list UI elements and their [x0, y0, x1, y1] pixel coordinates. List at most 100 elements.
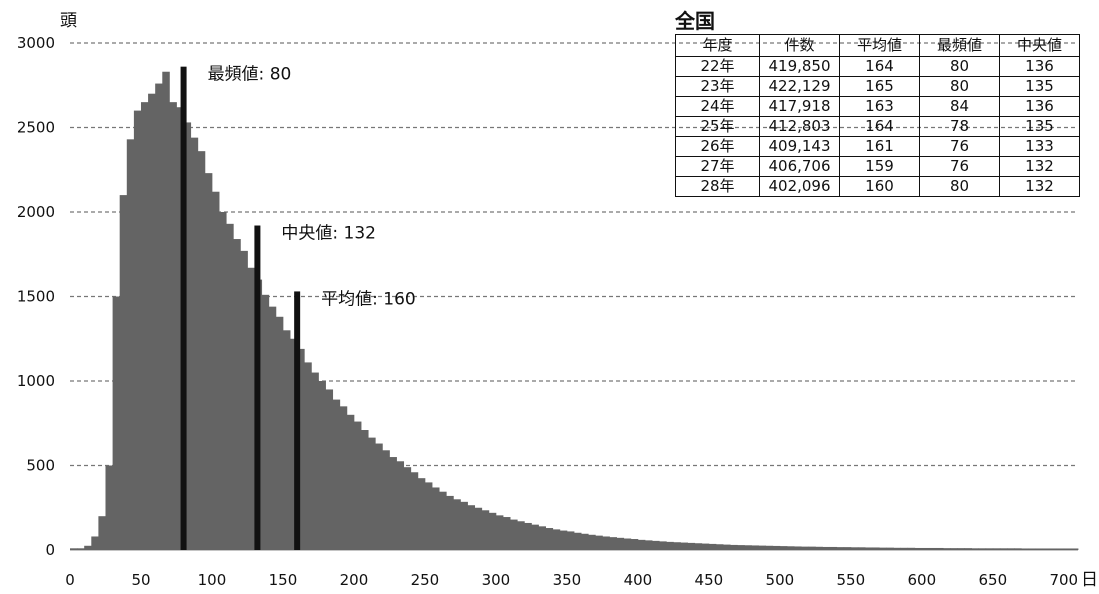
- histogram-bar: [950, 548, 958, 550]
- histogram-bar: [1070, 548, 1079, 550]
- histogram-bar: [545, 528, 554, 550]
- histogram-bar: [84, 545, 92, 550]
- histogram-bar: [396, 461, 405, 550]
- cell-year: 25年: [675, 116, 760, 137]
- cell-count: 409,143: [759, 136, 840, 157]
- histogram-bar: [197, 151, 206, 550]
- histogram-bar: [921, 547, 930, 550]
- histogram-bar: [1021, 548, 1029, 550]
- histogram-bar: [730, 544, 738, 550]
- histogram-bar: [957, 548, 965, 550]
- x-tick-label: 300: [482, 571, 511, 589]
- histogram-bar: [786, 546, 795, 550]
- histogram-bar: [616, 537, 625, 550]
- histogram-bar: [701, 543, 710, 550]
- histogram-bar: [872, 547, 880, 550]
- histogram-bar: [1049, 548, 1058, 550]
- x-tick-label: 600: [908, 571, 937, 589]
- y-tick-label: 500: [26, 457, 55, 475]
- histogram-bar: [531, 524, 539, 550]
- header-mode: 最頻値: [919, 34, 1000, 57]
- cell-mode: 80: [919, 56, 1000, 77]
- histogram-bar: [169, 102, 177, 551]
- histogram-bar: [460, 501, 468, 550]
- x-tick-label: 200: [340, 571, 369, 589]
- summary-table: 年度 件数 平均値 最頻値 中央値 22年 419,850 164 80 136…: [675, 34, 1080, 197]
- cell-mode: 80: [919, 176, 1000, 197]
- histogram-bars: [70, 71, 1079, 551]
- x-tick-label: 650: [978, 571, 1007, 589]
- cell-count: 422,129: [759, 76, 840, 97]
- histogram-bar: [282, 330, 291, 550]
- x-tick-label: 550: [837, 571, 866, 589]
- histogram-bar: [886, 547, 894, 550]
- histogram-bar: [368, 437, 376, 550]
- histogram-bar: [566, 531, 575, 550]
- cell-count: 406,706: [759, 156, 840, 177]
- histogram-bar: [290, 338, 298, 550]
- histogram-bar: [517, 521, 525, 550]
- histogram-bar: [850, 547, 859, 550]
- histogram-bar: [907, 547, 916, 550]
- summary-panel: 全国 年度 件数 平均値 最頻値 中央値 22年 419,850 164 80 …: [675, 10, 1080, 197]
- cell-year: 27年: [675, 156, 760, 177]
- histogram-bar: [581, 533, 589, 550]
- histogram-bar: [510, 519, 518, 550]
- histogram-bar: [353, 421, 362, 550]
- histogram-bar: [623, 538, 632, 550]
- table-header-row: 年度 件数 平均値 最頻値 中央値: [675, 34, 1080, 57]
- histogram-bar: [339, 406, 348, 550]
- histogram-bar: [190, 137, 199, 550]
- x-axis-ticks: 0 50 100 150 200 250 300 350 400 450 500 550 600 650 7…: [65, 571, 1078, 589]
- histogram-bar: [609, 537, 617, 550]
- histogram-bar: [148, 93, 156, 550]
- histogram-bar: [155, 83, 163, 550]
- table-row: 27年 406,706 159 76 132: [675, 156, 1080, 177]
- y-tick-label: 1000: [17, 372, 55, 390]
- histogram-bar: [70, 548, 78, 550]
- histogram-bar: [637, 539, 646, 550]
- cell-mode: 76: [919, 136, 1000, 157]
- histogram-bar: [98, 516, 106, 550]
- x-tick-label: 500: [766, 571, 795, 589]
- cell-mean: 160: [839, 176, 920, 197]
- cell-year: 24年: [675, 96, 760, 117]
- histogram-bar: [219, 212, 227, 550]
- histogram-bar: [261, 294, 270, 550]
- histogram-bar: [211, 191, 220, 550]
- histogram-bar: [183, 122, 192, 551]
- histogram-bar: [325, 389, 334, 550]
- x-tick-label: 50: [131, 571, 150, 589]
- histogram-bar: [176, 107, 184, 550]
- statistic-markers: 最頻値: 80 中央値: 132 平均値: 160: [180, 65, 416, 550]
- histogram-bar: [495, 515, 504, 550]
- histogram-bar: [928, 547, 937, 550]
- cell-median: 136: [999, 56, 1080, 77]
- histogram-bar: [808, 546, 816, 550]
- histogram-bar: [779, 546, 788, 550]
- histogram-bar: [119, 195, 128, 550]
- histogram-bar: [751, 545, 759, 550]
- cell-median: 135: [999, 116, 1080, 137]
- cell-mean: 164: [839, 56, 920, 77]
- cell-year: 26年: [675, 136, 760, 157]
- histogram-bar: [1014, 548, 1022, 550]
- histogram-bar: [361, 430, 369, 550]
- histogram-bar: [77, 548, 85, 550]
- histogram-bar: [900, 547, 909, 550]
- histogram-bar: [439, 491, 447, 550]
- x-tick-label: 0: [65, 571, 75, 589]
- histogram-bar: [744, 545, 752, 550]
- y-tick-label: 2500: [17, 119, 55, 137]
- histogram-bar: [985, 548, 994, 550]
- histogram-bar: [644, 540, 653, 550]
- histogram-bar: [1035, 548, 1043, 550]
- histogram-bar: [666, 541, 674, 550]
- histogram-bar: [1056, 548, 1065, 550]
- cell-mean: 161: [839, 136, 920, 157]
- cell-count: 419,850: [759, 56, 840, 77]
- histogram-bar: [524, 522, 532, 550]
- histogram-bar: [275, 316, 284, 550]
- histogram-bar: [801, 546, 809, 550]
- histogram-bar: [794, 546, 802, 550]
